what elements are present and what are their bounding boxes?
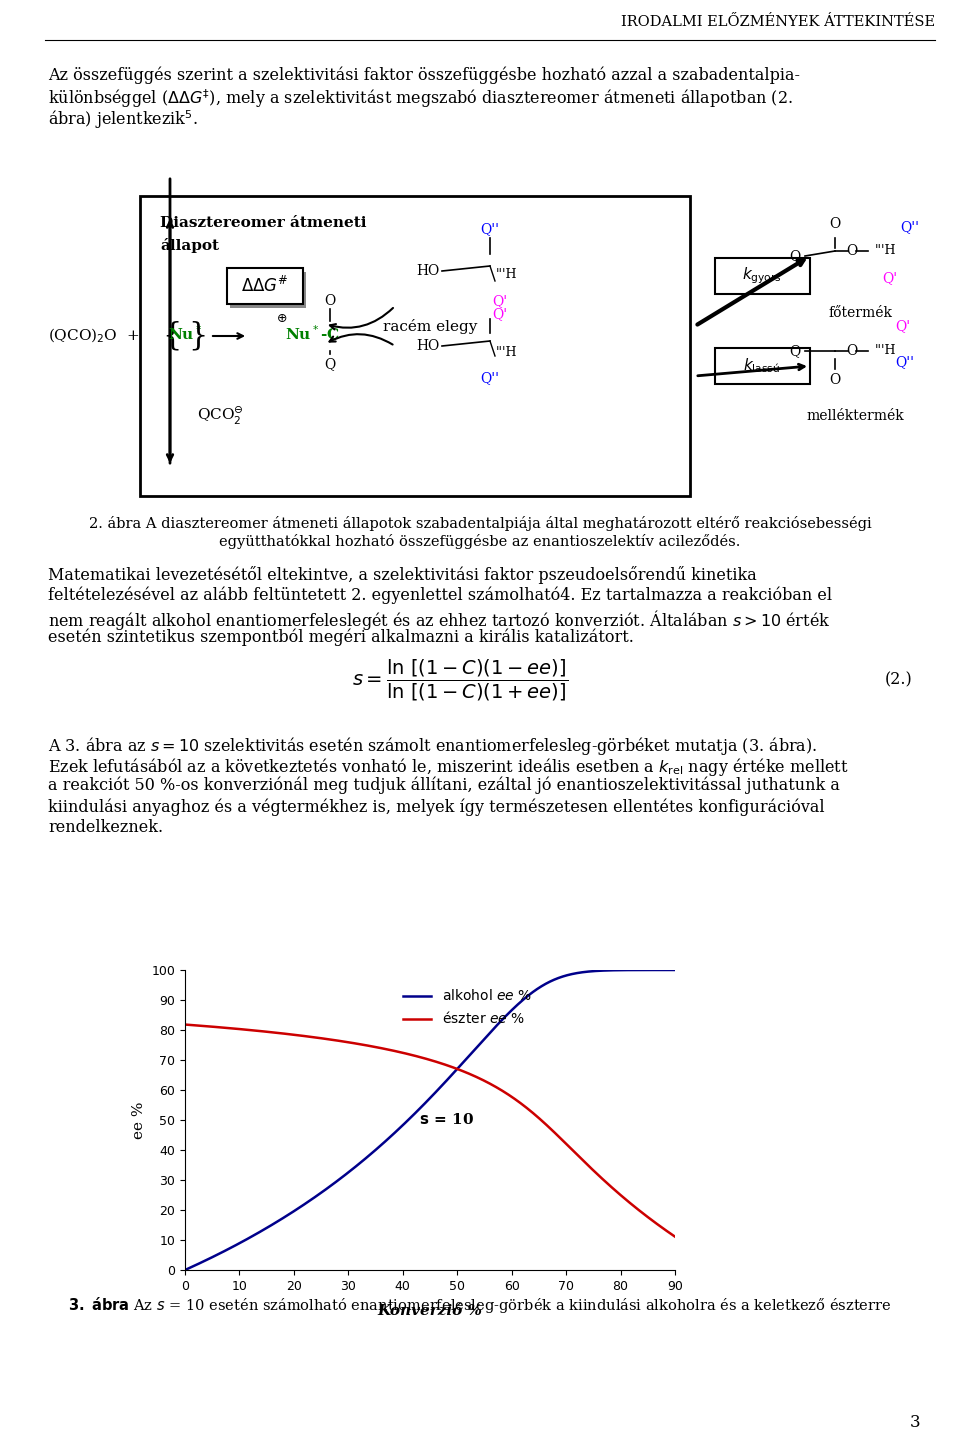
Text: IRODALMI ELŐZMÉNYEK ÁTTEKINTÉSE: IRODALMI ELŐZMÉNYEK ÁTTEKINTÉSE bbox=[621, 15, 935, 29]
Text: O: O bbox=[847, 344, 857, 358]
Text: Nu$^*$-C: Nu$^*$-C bbox=[285, 325, 340, 344]
Text: O: O bbox=[829, 373, 841, 387]
Text: a reakciót 50 %-os konverziónál meg tudjuk állítani, ezáltal jó enantioszelektiv: a reakciót 50 %-os konverziónál meg tudj… bbox=[48, 778, 840, 795]
Bar bbox=[715, 258, 810, 294]
Text: O: O bbox=[847, 245, 857, 258]
Text: Q: Q bbox=[324, 357, 336, 371]
Text: Nu$^*$: Nu$^*$ bbox=[168, 325, 203, 344]
Y-axis label: ee %: ee % bbox=[132, 1101, 146, 1139]
Text: Q'': Q'' bbox=[481, 371, 499, 384]
Text: $k_{\rm gyors}$: $k_{\rm gyors}$ bbox=[742, 265, 782, 287]
Text: $\oplus$: $\oplus$ bbox=[276, 312, 288, 325]
Text: 2. ábra A diasztereomer átmeneti állapotok szabadentalpiája által meghatározott : 2. ábra A diasztereomer átmeneti állapot… bbox=[88, 515, 872, 531]
Text: nem reagált alkohol enantiomerfeleslegét és az ehhez tartozó konverziót. Általáb: nem reagált alkohol enantiomerfeleslegét… bbox=[48, 609, 830, 632]
Text: $\mathbf{3.\ ábra}$ Az $s$ = 10 esetén számolható enantiomerfelesleg-görbék a ki: $\mathbf{3.\ ábra}$ Az $s$ = 10 esetén s… bbox=[68, 1294, 892, 1315]
Text: Q': Q' bbox=[882, 271, 898, 285]
Bar bbox=[140, 197, 690, 496]
Text: 3: 3 bbox=[909, 1414, 920, 1431]
Legend: alkohol $ee$ %, észter $ee$ %: alkohol $ee$ %, észter $ee$ % bbox=[397, 983, 538, 1032]
Text: O: O bbox=[829, 217, 841, 232]
Text: Q'': Q'' bbox=[900, 220, 919, 234]
Text: Diasztereomer átmeneti: Diasztereomer átmeneti bbox=[160, 215, 367, 230]
Text: Az összefüggés szerint a szelektivitási faktor összefüggésbe hozható azzal a sza: Az összefüggés szerint a szelektivitási … bbox=[48, 66, 800, 83]
Text: '''H: '''H bbox=[875, 345, 897, 358]
Text: $k_{\rm lassú}$: $k_{\rm lassú}$ bbox=[743, 357, 780, 376]
Text: Matematikai levezetésétől eltekintve, a szelektivitási faktor pszeudoelsőrendű k: Matematikai levezetésétől eltekintve, a … bbox=[48, 566, 756, 584]
Text: '''H: '''H bbox=[875, 245, 897, 258]
Text: HO: HO bbox=[417, 264, 440, 278]
Text: $\mathbf{s}$ = 10: $\mathbf{s}$ = 10 bbox=[420, 1112, 474, 1127]
Text: $s = \dfrac{\ln\,[(1-C)(1-ee)]}{\ln\,[(1-C)(1+ee)]}$: $s = \dfrac{\ln\,[(1-C)(1-ee)]}{\ln\,[(1… bbox=[352, 658, 568, 703]
Text: együtthatókkal hozható összefüggésbe az enantioszelektív acileződés.: együtthatókkal hozható összefüggésbe az … bbox=[219, 534, 741, 549]
Text: Q'': Q'' bbox=[481, 221, 499, 236]
X-axis label: Konverzió %: Konverzió % bbox=[377, 1303, 483, 1318]
Text: ábra) jelentkezik$^5$.: ábra) jelentkezik$^5$. bbox=[48, 108, 198, 131]
Text: feltételezésével az alább feltüntetett 2. egyenlettel számolható4. Ez tartalmazz: feltételezésével az alább feltüntetett 2… bbox=[48, 587, 832, 604]
Text: (QCO)$_2$O  +: (QCO)$_2$O + bbox=[48, 326, 139, 345]
Text: főtermék: főtermék bbox=[828, 306, 892, 320]
Text: esetén szintetikus szempontból megéri alkalmazni a királis katalizátort.: esetén szintetikus szempontból megéri al… bbox=[48, 629, 634, 646]
Text: kiindulási anyaghoz és a végtermékhez is, melyek így természetesen ellentétes ko: kiindulási anyaghoz és a végtermékhez is… bbox=[48, 798, 825, 815]
Text: Ezek lefutásából az a következtetés vonható le, miszerint ideális esetben a $k_{: Ezek lefutásából az a következtetés vonh… bbox=[48, 756, 849, 778]
Bar bbox=[227, 268, 303, 304]
Text: O: O bbox=[324, 294, 336, 309]
Text: Q': Q' bbox=[895, 319, 910, 333]
Text: Q'': Q'' bbox=[895, 355, 914, 368]
Text: HO: HO bbox=[417, 339, 440, 352]
Text: QCO$_2^{\ominus}$: QCO$_2^{\ominus}$ bbox=[197, 405, 244, 427]
Text: }: } bbox=[188, 320, 207, 351]
Text: $\Delta\Delta G^{\#}$: $\Delta\Delta G^{\#}$ bbox=[241, 277, 289, 296]
Text: (2.): (2.) bbox=[884, 671, 912, 689]
Text: Q: Q bbox=[789, 249, 800, 264]
Text: különbséggel ($\Delta\Delta G^{\ddagger}$), mely a szelektivitást megszabó diasz: különbséggel ($\Delta\Delta G^{\ddagger}… bbox=[48, 87, 793, 109]
Text: A 3. ábra az $s = 10$ szelektivitás esetén számolt enantiomerfelesleg-görbéket m: A 3. ábra az $s = 10$ szelektivitás eset… bbox=[48, 735, 817, 757]
Text: Q: Q bbox=[789, 344, 800, 358]
Text: Q': Q' bbox=[492, 307, 508, 320]
Text: racém elegy: racém elegy bbox=[383, 319, 477, 333]
Text: rendelkeznek.: rendelkeznek. bbox=[48, 818, 163, 836]
Text: '''H: '''H bbox=[496, 347, 517, 360]
Bar bbox=[230, 272, 306, 309]
Text: melléktermék: melléktermék bbox=[806, 409, 904, 424]
Text: állapot: állapot bbox=[160, 237, 219, 253]
Text: Q': Q' bbox=[492, 294, 508, 309]
Text: '''H: '''H bbox=[496, 268, 517, 281]
Bar bbox=[715, 348, 810, 384]
Text: {: { bbox=[162, 320, 181, 351]
